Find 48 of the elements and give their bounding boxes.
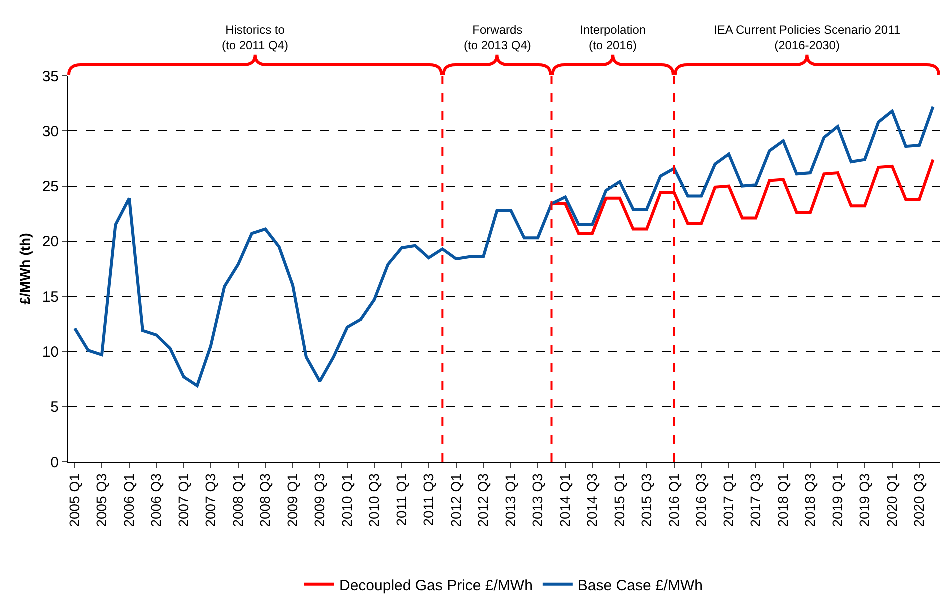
y-tick-label: 5 [50,399,59,416]
x-tick-label: 2015 Q1 [611,473,628,528]
legend-label: Decoupled Gas Price £/MWh [340,577,533,594]
x-tick-label: 2015 Q3 [638,473,654,528]
x-tick-label: 2005 Q1 [66,473,83,528]
y-tick-label: 20 [42,234,59,251]
x-tick-label: 2018 Q1 [775,473,792,528]
x-tick-label: 2008 Q3 [257,473,274,528]
text: Historics to (to 2011 Q4) [222,23,288,53]
x-tick-label: 2006 Q1 [121,473,138,528]
line-series [74,105,935,388]
y-tick-label: 30 [42,123,59,140]
x-tick-label: 2011 Q1 [393,473,410,526]
text: IEA Current Policies Scenario 2011 (2016-2030) [714,23,901,53]
x-tick-label: 2019 Q3 [856,473,872,528]
x-tick-label: 2014 Q3 [584,473,600,528]
y-tick-label: 0 [50,454,59,472]
x-tick-label: 2009 Q1 [284,473,301,528]
x-tick-label: 2017 Q1 [720,473,737,528]
x-tick-label: 2012 Q1 [448,473,464,528]
x-tick-label: 2009 Q3 [312,473,328,528]
x-tick-label: 2005 Q3 [94,473,110,528]
x-tick-label: 2012 Q3 [475,473,492,528]
x-tick-label: 2020 Q1 [884,473,900,528]
x-tick-label: 2007 Q3 [202,473,218,528]
x-tick-label: 2006 Q3 [148,473,164,528]
y-axis-title: £/MWh (th) [16,233,33,305]
x-tick-label: 2017 Q3 [748,473,764,528]
x-tick-label: 2016 Q1 [666,473,682,528]
x-tick-label: 2016 Q3 [693,473,710,528]
x-tick-label: 2011 Q3 [420,473,436,526]
y-tick-label: 35 [42,68,59,86]
x-tick-label: 2020 Q3 [911,473,928,528]
x-tick-label: 2013 Q3 [530,473,546,528]
x-tick-label: 2010 Q3 [366,473,382,528]
x-tick-label: 2010 Q1 [339,473,356,528]
text: Interpolation (to 2016) [580,23,646,53]
y-tick-label: 15 [42,288,59,306]
x-tick-label: 2018 Q3 [802,473,818,528]
x-tick-label: 2019 Q1 [829,473,846,528]
text: Forwards (to 2013 Q4) [464,23,532,53]
y-tick-label: 10 [42,344,59,361]
x-tick-label: 2008 Q1 [230,473,246,528]
x-tick-label: 2014 Q1 [557,473,574,528]
x-tick-label: 2013 Q1 [502,473,519,528]
x-tick-label: 2007 Q1 [175,473,192,528]
legend-label: Base Case £/MWh [578,577,703,594]
y-tick-label: 25 [42,178,59,196]
